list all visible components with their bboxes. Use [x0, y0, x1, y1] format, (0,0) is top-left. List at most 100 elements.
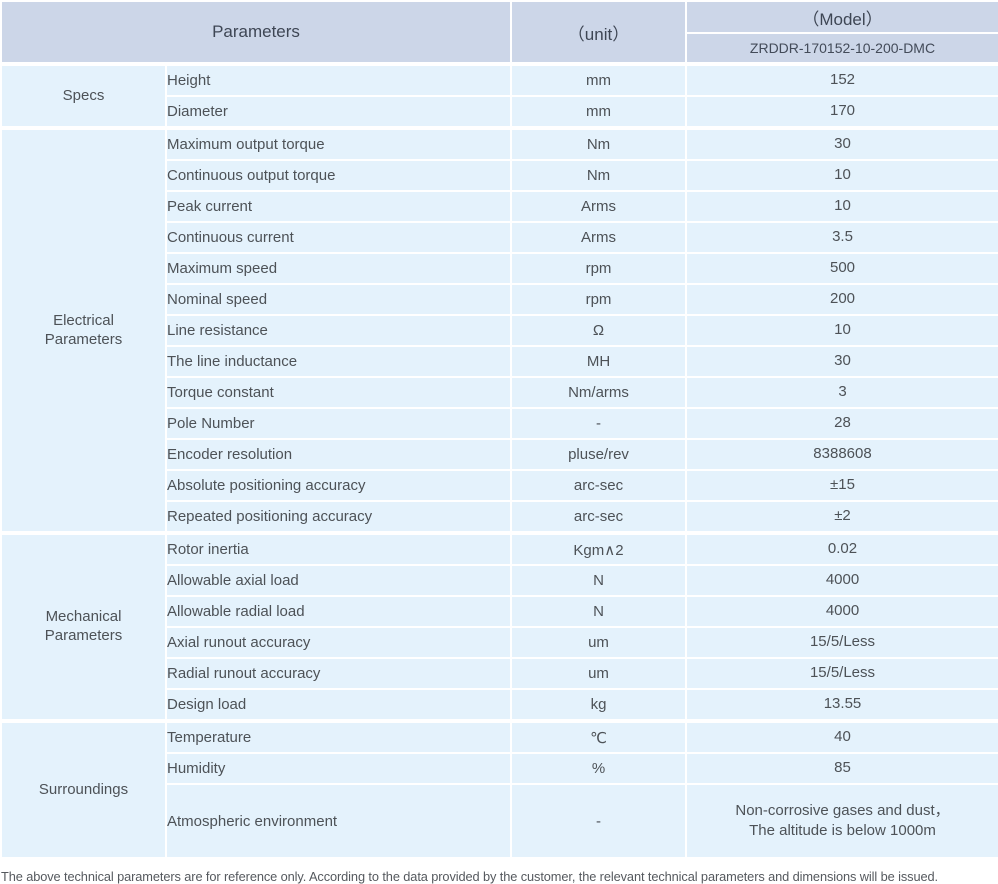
param-cell: Line resistance: [165, 314, 512, 347]
value-cell: 30: [685, 126, 998, 161]
unit-cell: N: [510, 564, 687, 597]
table-row: Nominal speed rpm 200: [1, 283, 998, 316]
param-cell: Diameter: [165, 95, 512, 129]
unit-cell: um: [510, 626, 687, 659]
value-cell: 500: [685, 252, 998, 285]
table-row: Radial runout accuracy um 15/5/Less: [1, 657, 998, 690]
value-cell: 200: [685, 283, 998, 316]
param-cell: Nominal speed: [165, 283, 512, 316]
unit-cell: mm: [510, 62, 687, 97]
value-cell: 13.55: [685, 688, 998, 722]
table-row: Continuous output torque Nm 10: [1, 159, 998, 192]
table-row: Pole Number - 28: [1, 407, 998, 440]
param-cell: Height: [165, 62, 512, 97]
table-row: Electrical Parameters Maximum output tor…: [0, 126, 998, 534]
footer-note: The above technical parameters are for r…: [1, 869, 938, 884]
unit-cell: ℃: [510, 719, 687, 754]
unit-cell: Nm: [510, 159, 687, 192]
unit-cell: arc-sec: [510, 500, 687, 534]
unit-cell: N: [510, 595, 687, 628]
value-cell: 3: [685, 376, 998, 409]
param-cell: Temperature: [165, 719, 512, 754]
unit-cell: Arms: [510, 190, 687, 223]
table-row: Specs Height mm 152: [0, 62, 998, 129]
param-cell: Allowable axial load: [165, 564, 512, 597]
header-model: （Model）: [685, 0, 998, 35]
table-row: Surroundings Temperature ℃ 40: [0, 719, 998, 859]
value-cell: Non-corrosive gases and dust， The altitu…: [685, 783, 998, 859]
value-cell: ±2: [685, 500, 998, 534]
value-cell: 30: [685, 345, 998, 378]
value-cell: 170: [685, 95, 998, 129]
param-cell: Continuous current: [165, 221, 512, 254]
param-cell: Maximum speed: [165, 252, 512, 285]
param-cell: Maximum output torque: [165, 126, 512, 161]
table-row: Absolute positioning accuracy arc-sec ±1…: [1, 469, 998, 502]
header-model-value: ZRDDR-170152-10-200-DMC: [685, 32, 998, 65]
value-cell: 10: [685, 190, 998, 223]
group-label-electrical: Electrical Parameters: [0, 126, 167, 534]
unit-cell: mm: [510, 95, 687, 129]
param-cell: Allowable radial load: [165, 595, 512, 628]
value-cell: ±15: [685, 469, 998, 502]
table-row: Axial runout accuracy um 15/5/Less: [1, 626, 998, 659]
value-cell: 152: [685, 62, 998, 97]
value-cell: 4000: [685, 564, 998, 597]
value-cell: 28: [685, 407, 998, 440]
header-unit: （unit）: [510, 0, 687, 65]
unit-cell: rpm: [510, 283, 687, 316]
value-cell: 8388608: [685, 438, 998, 471]
param-cell: Continuous output torque: [165, 159, 512, 192]
value-cell: 4000: [685, 595, 998, 628]
param-cell: Atmospheric environment: [165, 783, 512, 859]
table-row: Allowable radial load N 4000: [1, 595, 998, 628]
group-label-text: Surroundings: [38, 780, 129, 798]
table-row: Maximum speed rpm 500: [1, 252, 998, 285]
param-cell: Design load: [165, 688, 512, 722]
value-cell: 15/5/Less: [685, 626, 998, 659]
unit-cell: Arms: [510, 221, 687, 254]
unit-cell: um: [510, 657, 687, 690]
unit-cell: -: [510, 407, 687, 440]
param-cell: Repeated positioning accuracy: [165, 500, 512, 534]
unit-cell: Nm: [510, 126, 687, 161]
unit-cell: pluse/rev: [510, 438, 687, 471]
value-cell: 0.02: [685, 531, 998, 566]
parameters-table: Parameters （unit） （Model） ZRDDR-170152-1…: [0, 0, 998, 859]
unit-cell: %: [510, 752, 687, 785]
table-row: Peak current Arms 10: [1, 190, 998, 223]
unit-cell: Kgm∧2: [510, 531, 687, 566]
group-label-surroundings: Surroundings: [0, 719, 167, 859]
unit-cell: kg: [510, 688, 687, 722]
param-cell: Pole Number: [165, 407, 512, 440]
table-row: Humidity % 85: [1, 752, 998, 785]
table-row: Encoder resolution pluse/rev 8388608: [1, 438, 998, 471]
param-cell: The line inductance: [165, 345, 512, 378]
group-label-text: Specs: [62, 86, 105, 104]
unit-cell: rpm: [510, 252, 687, 285]
unit-cell: Ω: [510, 314, 687, 347]
table-row: Allowable axial load N 4000: [1, 564, 998, 597]
param-cell: Rotor inertia: [165, 531, 512, 566]
unit-cell: Nm/arms: [510, 376, 687, 409]
unit-cell: MH: [510, 345, 687, 378]
group-label-text: Electrical Parameters: [44, 311, 123, 348]
unit-cell: arc-sec: [510, 469, 687, 502]
param-cell: Torque constant: [165, 376, 512, 409]
value-cell: 10: [685, 159, 998, 192]
param-cell: Humidity: [165, 752, 512, 785]
param-cell: Encoder resolution: [165, 438, 512, 471]
param-cell: Radial runout accuracy: [165, 657, 512, 690]
table-row: Design load kg 13.55: [1, 688, 998, 722]
value-cell: 10: [685, 314, 998, 347]
group-label-specs: Specs: [0, 62, 167, 129]
table-row: Continuous current Arms 3.5: [1, 221, 998, 254]
table-row: Torque constant Nm/arms 3: [1, 376, 998, 409]
header-parameters: Parameters: [0, 0, 512, 65]
table-row: Line resistance Ω 10: [1, 314, 998, 347]
table-row: Repeated positioning accuracy arc-sec ±2: [1, 500, 998, 534]
unit-cell: -: [510, 783, 687, 859]
value-cell: 85: [685, 752, 998, 785]
value-cell: 3.5: [685, 221, 998, 254]
